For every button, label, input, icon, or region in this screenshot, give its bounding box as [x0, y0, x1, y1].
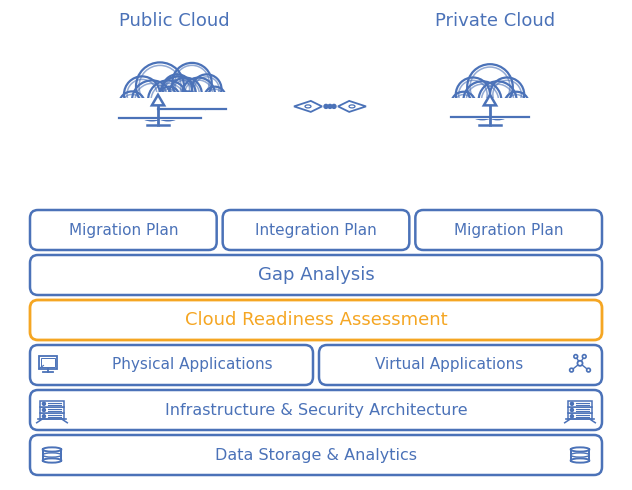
Circle shape — [478, 81, 516, 119]
Text: Physical Applications: Physical Applications — [112, 358, 273, 372]
Circle shape — [571, 409, 573, 412]
Circle shape — [328, 104, 332, 108]
Circle shape — [173, 63, 212, 102]
FancyBboxPatch shape — [30, 210, 217, 250]
Circle shape — [119, 92, 145, 118]
FancyBboxPatch shape — [222, 210, 410, 250]
Bar — [40, 401, 64, 407]
FancyBboxPatch shape — [30, 435, 602, 475]
Ellipse shape — [42, 447, 61, 452]
Ellipse shape — [305, 105, 311, 108]
Polygon shape — [294, 101, 322, 112]
Circle shape — [42, 409, 46, 412]
Circle shape — [148, 80, 188, 121]
Text: Cloud Readiness Assessment: Cloud Readiness Assessment — [185, 311, 447, 329]
Circle shape — [175, 92, 201, 118]
Circle shape — [159, 87, 179, 108]
Circle shape — [574, 355, 578, 358]
Circle shape — [456, 77, 490, 112]
Bar — [40, 407, 64, 413]
Bar — [568, 413, 592, 419]
Circle shape — [586, 368, 590, 372]
Ellipse shape — [571, 447, 590, 452]
Circle shape — [490, 77, 524, 112]
Text: Data Storage & Analytics: Data Storage & Analytics — [215, 447, 417, 463]
Circle shape — [332, 104, 336, 108]
Circle shape — [192, 74, 222, 104]
Bar — [115, 98, 205, 121]
Circle shape — [463, 81, 501, 119]
FancyBboxPatch shape — [415, 210, 602, 250]
Circle shape — [160, 76, 196, 112]
FancyBboxPatch shape — [30, 345, 313, 385]
FancyBboxPatch shape — [30, 300, 602, 340]
Ellipse shape — [42, 459, 61, 463]
Circle shape — [578, 361, 583, 366]
Text: Gap Analysis: Gap Analysis — [258, 266, 374, 284]
Bar — [155, 93, 229, 110]
Bar — [571, 449, 590, 461]
FancyBboxPatch shape — [30, 255, 602, 295]
Bar — [42, 449, 61, 461]
Circle shape — [124, 76, 160, 112]
Circle shape — [42, 402, 46, 405]
Circle shape — [451, 92, 476, 117]
Circle shape — [169, 77, 202, 110]
Circle shape — [324, 104, 328, 108]
Ellipse shape — [349, 105, 355, 108]
Circle shape — [42, 415, 46, 418]
Text: Integration Plan: Integration Plan — [255, 222, 377, 238]
Circle shape — [467, 64, 513, 110]
Polygon shape — [484, 95, 496, 105]
Circle shape — [204, 87, 226, 108]
Circle shape — [569, 368, 573, 372]
Circle shape — [571, 402, 573, 405]
Circle shape — [136, 62, 184, 110]
Bar — [115, 98, 205, 121]
Text: Migration Plan: Migration Plan — [69, 222, 178, 238]
Bar — [40, 413, 64, 419]
Bar — [155, 93, 229, 110]
Bar — [568, 401, 592, 407]
Bar — [41, 358, 55, 367]
Bar — [447, 98, 533, 119]
Text: Virtual Applications: Virtual Applications — [375, 358, 524, 372]
Bar — [39, 356, 57, 368]
Circle shape — [182, 77, 215, 110]
Bar — [568, 407, 592, 413]
Bar — [447, 98, 533, 119]
Polygon shape — [338, 101, 366, 112]
Text: Infrastructure & Security Architecture: Infrastructure & Security Architecture — [165, 402, 467, 417]
Circle shape — [504, 92, 529, 117]
Text: Private Cloud: Private Cloud — [435, 12, 555, 30]
Circle shape — [571, 415, 573, 418]
Ellipse shape — [571, 459, 590, 463]
Circle shape — [582, 355, 586, 358]
Text: Migration Plan: Migration Plan — [454, 222, 563, 238]
Circle shape — [132, 80, 172, 121]
FancyBboxPatch shape — [30, 390, 602, 430]
FancyBboxPatch shape — [319, 345, 602, 385]
Circle shape — [162, 74, 192, 104]
Text: Public Cloud: Public Cloud — [119, 12, 229, 30]
Polygon shape — [152, 95, 164, 105]
